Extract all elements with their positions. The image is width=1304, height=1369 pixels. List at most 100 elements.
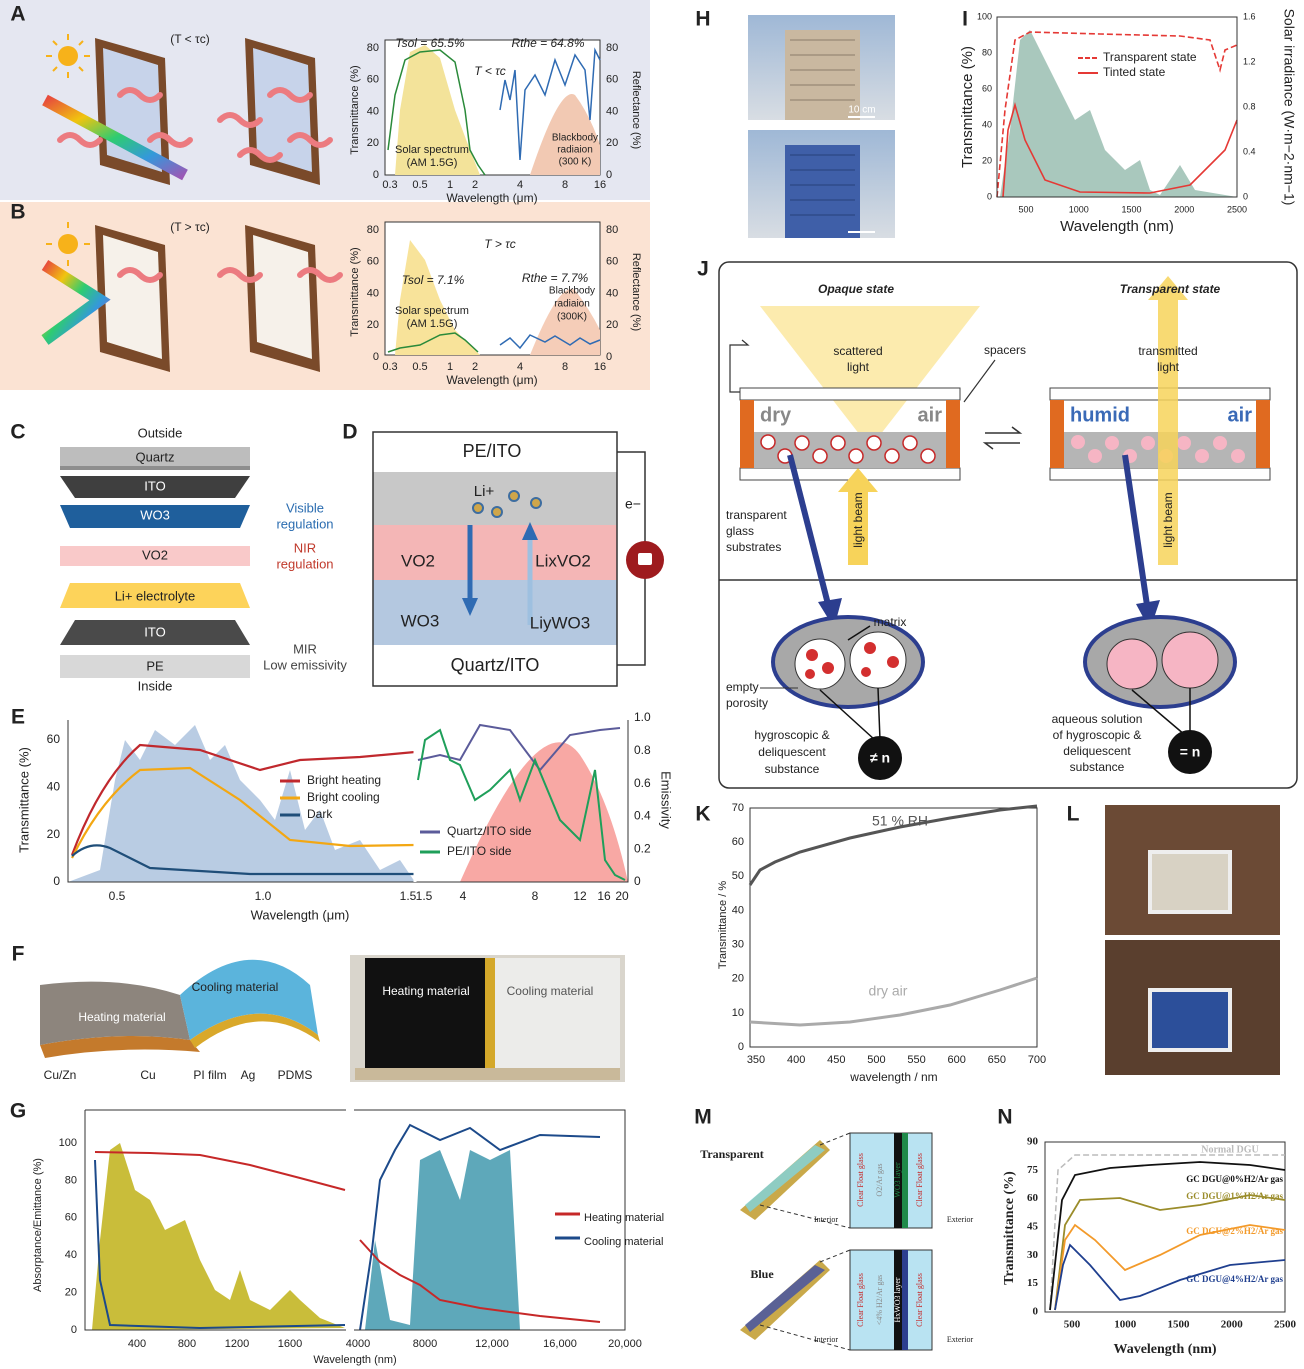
legend-label: GC DGU@1%H2/Ar gas [1186,1191,1283,1201]
shape [1150,990,1230,1050]
label: Inside [138,678,173,693]
tick-label: 0 [1243,191,1248,201]
axis-label: Wavelength (nm) [1113,1342,1216,1357]
shape [740,388,960,400]
tick-label: 16 [597,889,611,903]
axis-label: Reflectance (%) [630,253,642,331]
label: light [847,360,870,374]
tick-label: 1.2 [1243,56,1256,66]
label: LiyWO3 [530,613,590,632]
shape [1071,435,1085,449]
page: ABCDEFGHIJKLMN(T < τc)0.30.5124816020406… [0,0,1304,1369]
label: light beam [851,492,865,547]
label: empty [726,680,759,694]
tick-label: 0.3 [382,361,397,373]
label: substrates [726,540,781,554]
tick-label: 350 [747,1054,765,1066]
axis-label: Transmittance (%) [1002,1171,1017,1285]
tick-label: 0 [71,1324,77,1336]
tick-label: 100 [59,1137,77,1149]
shape [795,436,809,450]
tick-label: 8000 [413,1338,437,1350]
shape [902,1250,908,1350]
tick-label: 0 [634,874,641,888]
label: Opaque state [818,282,894,296]
label: regulation [276,556,333,571]
tick-label: 80 [367,42,379,54]
label: dry [760,404,792,426]
label: Quartz/ITO [451,655,540,675]
tick-label: 60 [982,83,992,93]
shape [813,449,827,463]
tick-label: 60 [367,74,379,86]
tick-label: 4000 [346,1338,370,1350]
shape [103,235,162,359]
panel-k-art [750,806,1037,1047]
axis-label: Transmittance (%) [959,46,976,168]
tick-label: 2 [472,179,478,191]
tick-label: 20,000 [608,1338,642,1350]
panel-letter: G [10,1100,26,1123]
label: Visible [286,500,324,515]
tick-label: 60 [47,732,61,746]
tick-label: 20 [367,137,379,149]
label: spacers [984,343,1026,357]
label: matrix [874,615,907,629]
tick-label: 20 [732,973,744,985]
shape [864,642,876,654]
label: Low emissivity [263,657,347,672]
tick-label: 60 [367,256,379,268]
label: porosity [726,696,768,710]
shape [1141,436,1155,450]
tick-label: 20 [606,137,618,149]
tick-label: 1.0 [255,889,272,903]
label: Solar spectrum [395,305,469,317]
label: Solar spectrum [395,144,469,156]
shape [822,662,834,674]
tick-label: 30 [1027,1249,1039,1261]
legend-label: GC DGU@0%H2/Ar gas [1186,1174,1283,1184]
tick-label: 1 [447,361,453,373]
tick-label: 0.5 [109,889,126,903]
tick-label: 0.5 [412,361,427,373]
tick-label: 12 [573,889,587,903]
layer-label: ITO [144,624,165,639]
shape [1195,449,1209,463]
shape [785,145,860,238]
tick-label: 0 [1033,1306,1039,1318]
label: Outside [138,425,183,440]
layer-label: Clear Float glass [915,1153,924,1207]
shape [921,449,935,463]
legend-label: Dark [307,807,333,821]
shape [1055,1225,1285,1310]
shape [861,667,871,677]
tick-label: 2 [472,361,478,373]
axis-label: Solar irradiance (W·m−2·nm−1) [1281,9,1297,206]
shape [902,1133,908,1228]
shape [795,639,845,689]
shape [806,649,818,661]
label: scattered [833,344,882,358]
legend-label: Tinted state [1103,65,1166,79]
shape [805,669,815,679]
label: aqueous solution [1052,712,1143,726]
layer-label: <4% H2/Ar gas [875,1275,884,1325]
shape [58,46,78,66]
shape [1150,852,1230,912]
label: T > τc [484,237,516,251]
shape [761,435,775,449]
axis-label: Wavelength (nm) [313,1354,396,1366]
tick-label: 1.5 [416,889,433,903]
label: Cooling material [192,980,279,994]
tick-label: 40 [732,904,744,916]
tick-label: 1000 [1069,204,1089,214]
panel-l-art [1105,805,1280,1075]
layer-label: VO2 [142,547,168,562]
tick-label: 0 [987,191,992,201]
tick-label: 0 [738,1041,744,1053]
tick-label: 16,000 [543,1338,577,1350]
shape [509,491,519,501]
label: ≠ n [870,750,890,766]
layer-label: ITO [144,478,165,493]
axis-label: Transmittance (%) [349,247,361,336]
